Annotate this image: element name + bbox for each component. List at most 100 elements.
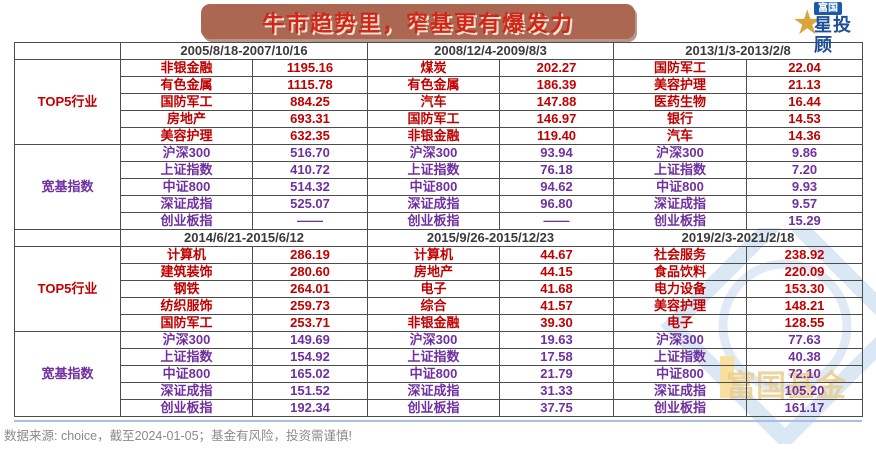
slide-title-banner: 牛市趋势里，窄基更有爆发力 <box>201 4 635 39</box>
index-value-cell: 94.62 <box>499 178 615 196</box>
index-name-cell: 沪深300 <box>367 144 501 162</box>
index-name-cell: 深证成指 <box>120 382 253 400</box>
index-row: 宽基指数 沪深300 516.70 沪深300 93.94 沪深300 9.86 <box>14 144 864 230</box>
index-name-cell: 中证800 <box>613 178 748 196</box>
industry-name-cell: 计算机 <box>120 246 253 264</box>
industry-value-cell: 14.36 <box>746 127 864 145</box>
industry-name-cell: 国防军工 <box>120 93 253 111</box>
index-name-cell: 沪深300 <box>613 144 748 162</box>
index-value-cell: —— <box>251 212 369 230</box>
row-group-label: TOP5行业 <box>14 246 121 332</box>
industry-row: 房地产 693.31 国防军工 146.97 银行 14.53 <box>15 110 864 128</box>
industry-name-cell: 非银金融 <box>367 314 501 332</box>
returns-table: 2005/8/18-2007/10/16 2008/12/4-2009/8/3 20… <box>14 42 864 417</box>
index-name-cell: 中证800 <box>120 365 253 383</box>
industry-name-cell: 国防军工 <box>120 314 253 332</box>
index-value-cell: 161.17 <box>746 399 864 417</box>
index-row: 深证成指 525.07 深证成指 96.80 深证成指 9.57 <box>15 195 864 213</box>
index-name-cell: 中证800 <box>367 365 501 383</box>
table-underline <box>14 420 862 422</box>
index-row: 宽基指数 沪深300 149.69 沪深300 19.63 沪深300 77.63 <box>14 331 864 417</box>
industry-value-cell: 264.01 <box>251 280 369 298</box>
index-value-cell: 149.69 <box>251 331 369 349</box>
industry-value-cell: 693.31 <box>251 110 369 128</box>
index-value-cell: 525.07 <box>251 195 369 213</box>
brand-name: 星投顾 <box>814 15 852 55</box>
index-value-cell: 154.92 <box>251 348 369 366</box>
period-header-cell: 2008/12/4-2009/8/3 <box>367 42 615 60</box>
industry-value-cell: 286.19 <box>251 246 369 264</box>
industry-name-cell: 电子 <box>367 280 501 298</box>
industry-value-cell: 44.67 <box>499 246 615 264</box>
industry-row: TOP5行业 非银金融 1195.16 煤炭 202.27 国防军工 22.04 <box>14 59 864 145</box>
brand-badge: 富国 <box>814 2 842 15</box>
index-value-cell: 77.63 <box>746 331 864 349</box>
industry-name-cell: 食品饮料 <box>613 263 748 281</box>
period-header-row: 2014/6/21-2015/6/12 2015/9/26-2015/12/23 2… <box>14 229 864 247</box>
index-name-cell: 中证800 <box>613 365 748 383</box>
industry-name-cell: 综合 <box>367 297 501 315</box>
index-row: 上证指数 154.92 上证指数 17.58 上证指数 40.38 <box>15 348 864 366</box>
industry-name-cell: 美容护理 <box>613 76 748 94</box>
index-value-cell: 151.52 <box>251 382 369 400</box>
industry-value-cell: 253.71 <box>251 314 369 332</box>
index-value-cell: 37.75 <box>499 399 615 417</box>
industry-row: 钢铁 264.01 电子 41.68 电力设备 153.30 <box>15 280 864 298</box>
index-name-cell: 创业板指 <box>613 399 748 417</box>
index-value-cell: 76.18 <box>499 161 615 179</box>
index-row: 创业板指 —— 创业板指 —— 创业板指 15.29 <box>15 212 864 230</box>
index-name-cell: 创业板指 <box>613 212 748 230</box>
industry-name-cell: 煤炭 <box>367 59 501 77</box>
brand-logo: ★ 富国 星投顾 <box>792 2 870 55</box>
index-value-cell: 192.34 <box>251 399 369 417</box>
index-value-cell: 7.20 <box>746 161 864 179</box>
industry-value-cell: 632.35 <box>251 127 369 145</box>
index-name-cell: 上证指数 <box>613 161 748 179</box>
index-value-cell: 9.57 <box>746 195 864 213</box>
slide-title: 牛市趋势里，窄基更有爆发力 <box>261 10 574 36</box>
index-name-cell: 沪深300 <box>367 331 501 349</box>
index-value-cell: 93.94 <box>499 144 615 162</box>
industry-value-cell: 220.09 <box>746 263 864 281</box>
index-name-cell: 中证800 <box>367 178 501 196</box>
industry-value-cell: 16.44 <box>746 93 864 111</box>
index-name-cell: 沪深300 <box>613 331 748 349</box>
period-header-row: 2005/8/18-2007/10/16 2008/12/4-2009/8/3 20… <box>14 42 864 60</box>
index-name-cell: 上证指数 <box>120 161 253 179</box>
industry-name-cell: 非银金融 <box>120 59 253 77</box>
index-value-cell: 9.86 <box>746 144 864 162</box>
index-name-cell: 深证成指 <box>367 195 501 213</box>
period-header-cell: 2019/2/3-2021/2/18 <box>613 229 864 247</box>
industry-name-cell: 汽车 <box>613 127 748 145</box>
industry-name-cell: 美容护理 <box>613 297 748 315</box>
industry-name-cell: 有色金属 <box>367 76 501 94</box>
industry-name-cell: 银行 <box>613 110 748 128</box>
industry-value-cell: 39.30 <box>499 314 615 332</box>
industry-row: TOP5行业 计算机 286.19 计算机 44.67 社会服务 238.92 <box>14 246 864 332</box>
index-name-cell: 深证成指 <box>367 382 501 400</box>
industry-value-cell: 148.21 <box>746 297 864 315</box>
industry-value-cell: 238.92 <box>746 246 864 264</box>
industry-row: 建筑装饰 280.60 房地产 44.15 食品饮料 220.09 <box>15 263 864 281</box>
industry-name-cell: 非银金融 <box>367 127 501 145</box>
industry-name-cell: 国防军工 <box>367 110 501 128</box>
industry-value-cell: 41.57 <box>499 297 615 315</box>
industry-row: 有色金属 1115.78 有色金属 186.39 美容护理 21.13 <box>15 76 864 94</box>
index-value-cell: 516.70 <box>251 144 369 162</box>
industry-value-cell: 259.73 <box>251 297 369 315</box>
industry-name-cell: 计算机 <box>367 246 501 264</box>
industry-value-cell: 202.27 <box>499 59 615 77</box>
index-row: 创业板指 192.34 创业板指 37.75 创业板指 161.17 <box>15 399 864 417</box>
industry-name-cell: 电力设备 <box>613 280 748 298</box>
industry-row: 纺织服饰 259.73 综合 41.57 美容护理 148.21 <box>15 297 864 315</box>
index-value-cell: 17.58 <box>499 348 615 366</box>
index-name-cell: 创业板指 <box>367 399 501 417</box>
period-header-cell: 2005/8/18-2007/10/16 <box>119 42 369 60</box>
index-name-cell: 创业板指 <box>367 212 501 230</box>
industry-name-cell: 建筑装饰 <box>120 263 253 281</box>
index-name-cell: 创业板指 <box>120 399 253 417</box>
index-value-cell: 31.33 <box>499 382 615 400</box>
returns-table-body: 2005/8/18-2007/10/16 2008/12/4-2009/8/3 20… <box>14 42 864 417</box>
table-corner-cell <box>14 229 121 247</box>
index-row: 中证800 514.32 中证800 94.62 中证800 9.93 <box>15 178 864 196</box>
